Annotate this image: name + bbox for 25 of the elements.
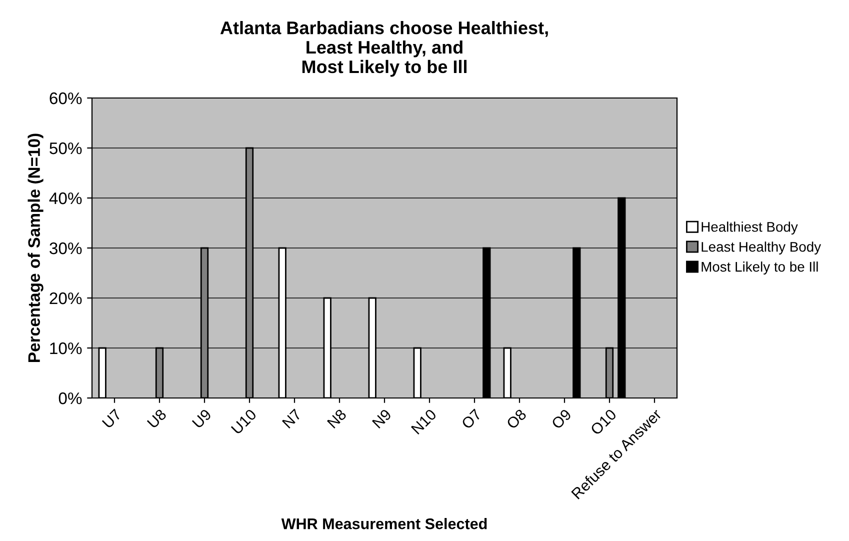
x-axis-title: WHR Measurement Selected [281, 518, 487, 530]
x-tick-label: N10 [410, 408, 438, 435]
x-tick-label: U9 [192, 408, 212, 429]
y-tick-label: 20% [50, 292, 82, 304]
x-tick-label: O8 [506, 408, 527, 430]
x-tick-label: U10 [230, 408, 258, 435]
y-tick-label: 10% [50, 342, 82, 354]
x-tick-label: O7 [460, 408, 482, 430]
legend-label: Least Healthy Body [702, 242, 822, 255]
y-tick-label: 0% [58, 392, 82, 404]
y-tick-label: 60% [50, 92, 82, 104]
x-tick-label: U8 [146, 408, 167, 429]
y-tick-label: 50% [50, 142, 82, 154]
x-tick-label: U7 [102, 408, 122, 429]
x-tick-label: N8 [326, 408, 347, 429]
y-axis-title: Percentage of Sample (N=10) [28, 134, 44, 362]
legend-label: Healthiest Body [702, 222, 798, 235]
y-tick-label: 40% [49, 192, 82, 204]
y-tick-label: 30% [50, 242, 82, 254]
x-tick-label: N9 [372, 408, 392, 429]
x-tick-label: N7 [282, 408, 302, 428]
chart-title: Atlanta Barbadians choose Healthiest, Least Healthy, and Most Likely to be Ill [220, 21, 548, 77]
x-tick-label: O9 [550, 408, 572, 430]
x-tick-label: O10 [590, 408, 618, 436]
legend-label: Most Likely to be Ill [702, 262, 818, 274]
